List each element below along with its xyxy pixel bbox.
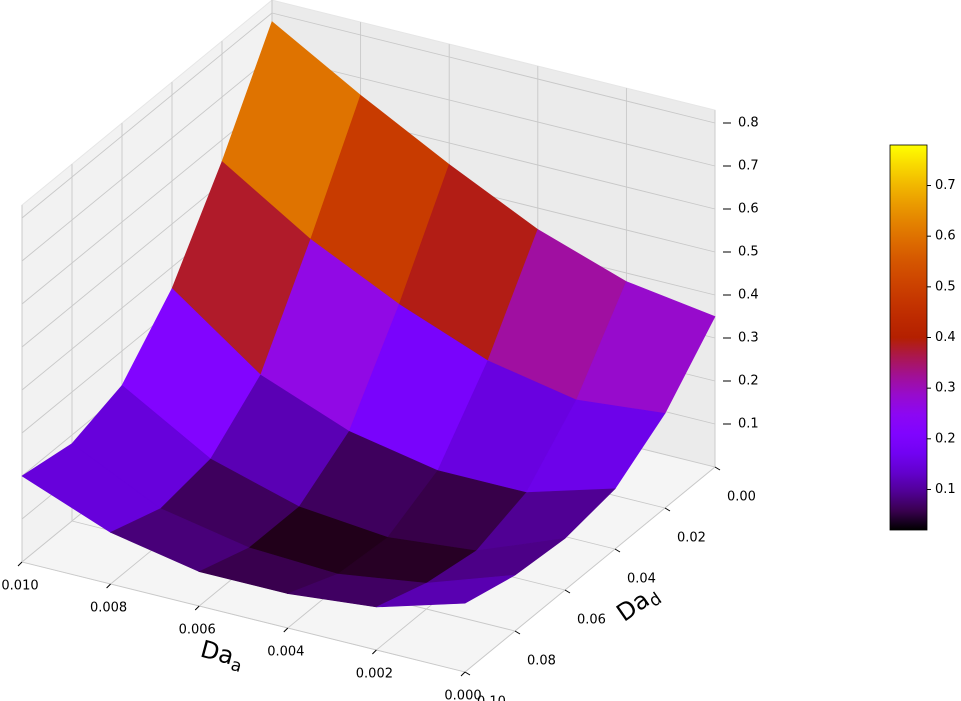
y-tick-label: 0.06 [577, 613, 606, 628]
y-tick-label: 0.02 [677, 531, 706, 546]
tick-mark [460, 671, 466, 677]
colorbar-tick-label: 0.4 [935, 330, 956, 345]
colorbar [889, 144, 928, 531]
grid-line [21, 55, 273, 262]
tick-mark [564, 589, 571, 594]
x-axis-label-sub: a [229, 655, 244, 677]
x-tick-label: 0.010 [1, 579, 38, 594]
y-tick-label: 0.08 [527, 654, 556, 669]
grid-line [271, 55, 716, 167]
tick-mark [614, 548, 621, 553]
tick-mark [106, 583, 111, 589]
x-tick-label: 0.000 [444, 689, 481, 701]
y-axis-label-main: Da [611, 585, 654, 627]
grid-line [271, 12, 716, 124]
z-tick-label: 0.6 [738, 202, 759, 217]
y-tick-label: 0.04 [627, 572, 656, 587]
z-tick-label: 0.3 [738, 331, 759, 346]
colorbar-tick-label: 0.5 [935, 279, 956, 294]
tick-mark [283, 627, 289, 633]
surface-patch [376, 574, 516, 608]
x-tick-label: 0.002 [356, 667, 393, 682]
x-tick-label: 0.008 [90, 601, 127, 616]
y-tick-label: 0.10 [477, 695, 506, 701]
tick-mark [714, 466, 721, 471]
z-tick-label: 0.2 [738, 374, 759, 389]
z-tick-label: 0.5 [738, 245, 759, 260]
x-tick-label: 0.004 [267, 645, 304, 660]
colorbar-tick-label: 0.3 [935, 381, 956, 396]
tick-mark [194, 605, 200, 611]
z-tick-label: 0.1 [738, 417, 759, 432]
colorbar-tick-label: 0.6 [935, 229, 956, 244]
tick-mark [664, 507, 671, 512]
z-tick-label: 0.4 [738, 288, 759, 303]
grid-line [21, 561, 466, 673]
z-tick-label: 0.7 [738, 159, 759, 174]
grid-line [21, 12, 273, 219]
tick-mark [17, 561, 23, 567]
colorbar-tick-label: 0.7 [935, 178, 956, 193]
x-tick-label: 0.006 [179, 623, 216, 638]
tick-mark [514, 630, 521, 635]
z-tick-label: 0.8 [738, 116, 759, 131]
tick-mark [464, 671, 471, 676]
grid-line [464, 466, 716, 673]
grid-line [21, 98, 273, 305]
colorbar-tick-label: 0.1 [935, 482, 956, 497]
colorbar-tick-label: 0.2 [935, 431, 956, 446]
y-axis-label: Dad [611, 579, 665, 630]
x-axis-label: Daa [197, 635, 247, 677]
tick-mark [372, 649, 377, 655]
y-tick-label: 0.00 [727, 490, 756, 505]
